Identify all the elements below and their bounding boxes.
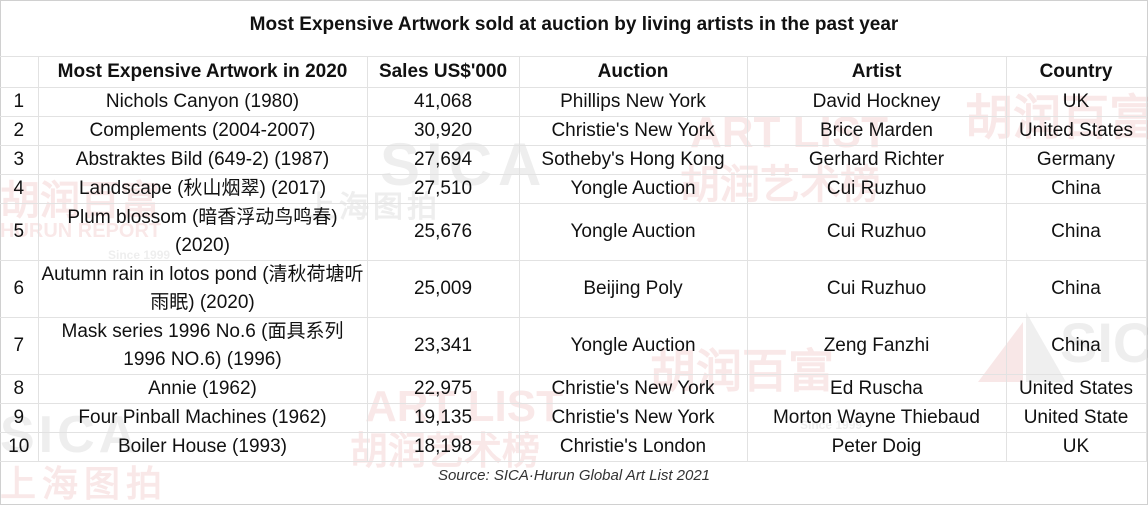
- cell-artist: Gerhard Richter: [747, 145, 1007, 175]
- cell-sales: 18,198: [367, 432, 520, 462]
- cell-country: UK: [1006, 432, 1147, 462]
- table-row: 8 Annie (1962) 22,975 Christie's New Yor…: [0, 374, 1147, 404]
- cell-artist: Brice Marden: [747, 116, 1007, 146]
- header-artist: Artist: [747, 56, 1007, 88]
- cell-artist: Peter Doig: [747, 432, 1007, 462]
- table-row: 10 Boiler House (1993) 18,198 Christie's…: [0, 432, 1147, 462]
- cell-rank: 8: [0, 374, 39, 404]
- cell-auction: Sotheby's Hong Kong: [519, 145, 748, 175]
- cell-country: United State: [1006, 403, 1147, 433]
- table-row: 6 Autumn rain in lotos pond (清秋荷塘听雨眠) (2…: [0, 260, 1147, 318]
- cell-artwork: Landscape (秋山烟翠) (2017): [38, 174, 368, 204]
- cell-rank: 9: [0, 403, 39, 433]
- cell-artist: Ed Ruscha: [747, 374, 1007, 404]
- cell-artwork: Annie (1962): [38, 374, 368, 404]
- cell-artwork: Nichols Canyon (1980): [38, 87, 368, 117]
- cell-artist: Cui Ruzhuo: [747, 203, 1007, 261]
- cell-country: United States: [1006, 116, 1147, 146]
- cell-rank: 5: [0, 203, 39, 261]
- cell-sales: 23,341: [367, 317, 520, 375]
- cell-auction: Yongle Auction: [519, 203, 748, 261]
- source-note: Source: SICA·Hurun Global Art List 2021: [437, 467, 711, 484]
- cell-country: Germany: [1006, 145, 1147, 175]
- cell-artwork: Plum blossom (暗香浮动鸟鸣春) (2020): [38, 203, 368, 261]
- cell-auction: Christie's New York: [519, 374, 748, 404]
- artwork-table: Most Expensive Artwork in 2020 Sales US$…: [0, 56, 1147, 462]
- cell-artist: David Hockney: [747, 87, 1007, 117]
- cell-sales: 27,510: [367, 174, 520, 204]
- table-header-row: Most Expensive Artwork in 2020 Sales US$…: [0, 56, 1147, 88]
- table-row: 4 Landscape (秋山烟翠) (2017) 27,510 Yongle …: [0, 174, 1147, 204]
- cell-artist: Cui Ruzhuo: [747, 260, 1007, 318]
- cell-auction: Yongle Auction: [519, 174, 748, 204]
- cell-artist: Zeng Fanzhi: [747, 317, 1007, 375]
- cell-rank: 3: [0, 145, 39, 175]
- cell-auction: Beijing Poly: [519, 260, 748, 318]
- cell-artist: Morton Wayne Thiebaud: [747, 403, 1007, 433]
- cell-rank: 10: [0, 432, 39, 462]
- cell-auction: Yongle Auction: [519, 317, 748, 375]
- header-artwork: Most Expensive Artwork in 2020: [38, 56, 368, 88]
- cell-country: China: [1006, 174, 1147, 204]
- cell-auction: Christie's London: [519, 432, 748, 462]
- cell-rank: 1: [0, 87, 39, 117]
- table-row: 9 Four Pinball Machines (1962) 19,135 Ch…: [0, 403, 1147, 433]
- table-row: 5 Plum blossom (暗香浮动鸟鸣春) (2020) 25,676 Y…: [0, 203, 1147, 261]
- header-country: Country: [1006, 56, 1147, 88]
- cell-sales: 25,676: [367, 203, 520, 261]
- cell-artist: Cui Ruzhuo: [747, 174, 1007, 204]
- cell-artwork: Four Pinball Machines (1962): [38, 403, 368, 433]
- cell-rank: 7: [0, 317, 39, 375]
- table-row: 7 Mask series 1996 No.6 (面具系列 1996 NO.6)…: [0, 317, 1147, 375]
- table-row: 1 Nichols Canyon (1980) 41,068 Phillips …: [0, 87, 1147, 117]
- header-sales: Sales US$'000: [367, 56, 520, 88]
- cell-auction: Christie's New York: [519, 116, 748, 146]
- cell-rank: 6: [0, 260, 39, 318]
- cell-sales: 27,694: [367, 145, 520, 175]
- header-rank: [0, 56, 39, 88]
- cell-country: United States: [1006, 374, 1147, 404]
- cell-country: UK: [1006, 87, 1147, 117]
- cell-sales: 41,068: [367, 87, 520, 117]
- cell-sales: 25,009: [367, 260, 520, 318]
- cell-artwork: Boiler House (1993): [38, 432, 368, 462]
- cell-auction: Phillips New York: [519, 87, 748, 117]
- cell-country: China: [1006, 203, 1147, 261]
- table-row: 2 Complements (2004-2007) 30,920 Christi…: [0, 116, 1147, 146]
- cell-sales: 19,135: [367, 403, 520, 433]
- cell-auction: Christie's New York: [519, 403, 748, 433]
- cell-artwork: Autumn rain in lotos pond (清秋荷塘听雨眠) (202…: [38, 260, 368, 318]
- table-row: 3 Abstraktes Bild (649-2) (1987) 27,694 …: [0, 145, 1147, 175]
- cell-artwork: Complements (2004-2007): [38, 116, 368, 146]
- cell-country: China: [1006, 317, 1147, 375]
- page-title: Most Expensive Artwork sold at auction b…: [249, 14, 899, 35]
- cell-country: China: [1006, 260, 1147, 318]
- cell-sales: 30,920: [367, 116, 520, 146]
- cell-sales: 22,975: [367, 374, 520, 404]
- cell-rank: 2: [0, 116, 39, 146]
- header-auction: Auction: [519, 56, 748, 88]
- cell-artwork: Mask series 1996 No.6 (面具系列 1996 NO.6) (…: [38, 317, 368, 375]
- cell-rank: 4: [0, 174, 39, 204]
- cell-artwork: Abstraktes Bild (649-2) (1987): [38, 145, 368, 175]
